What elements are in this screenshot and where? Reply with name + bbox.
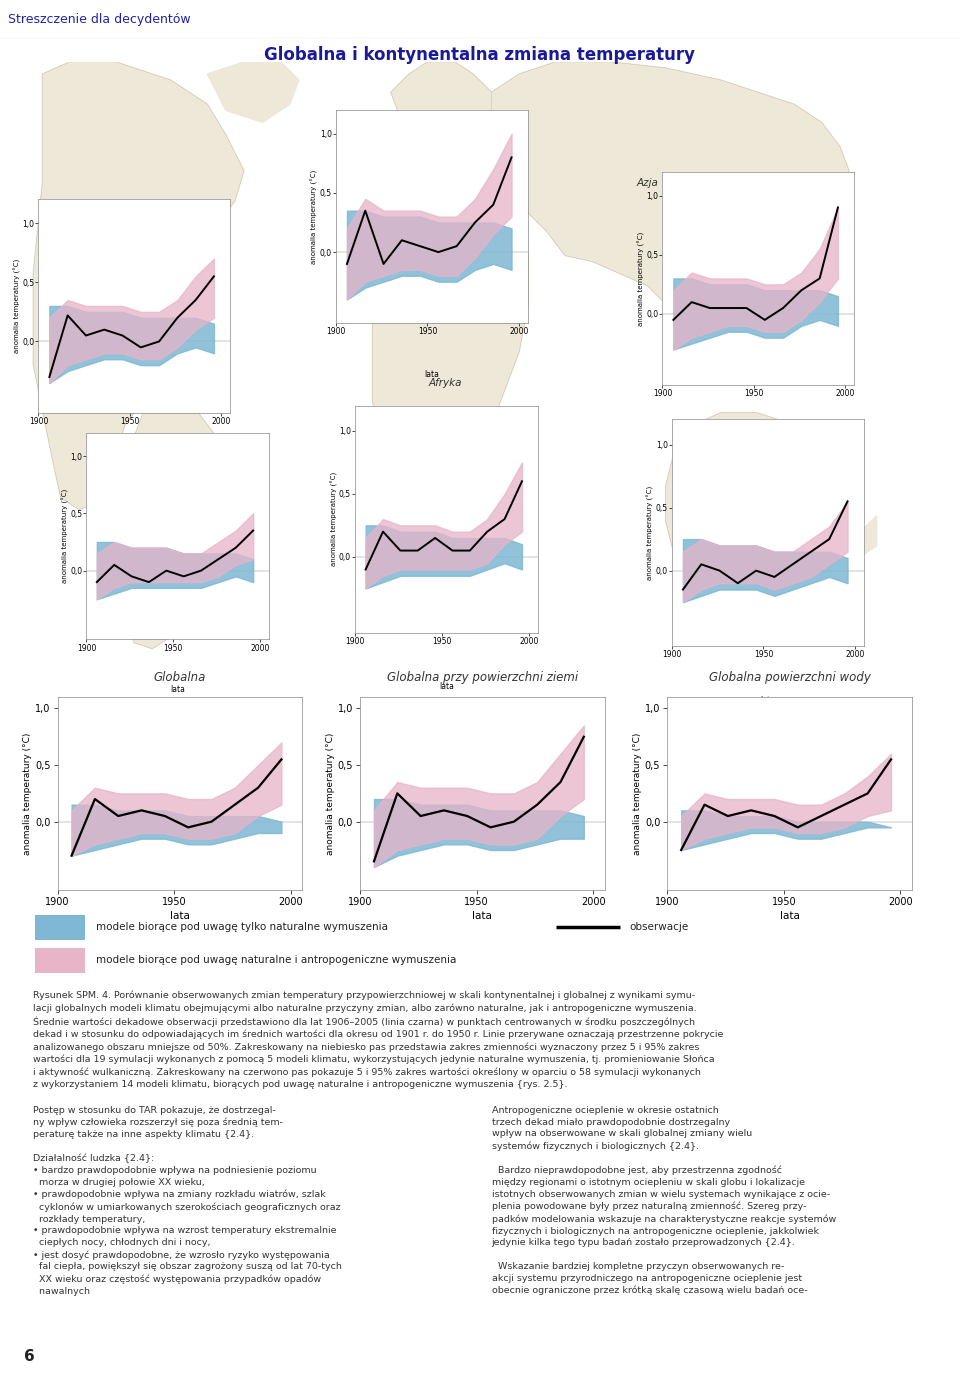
Text: Globalna i kontynentalna zmiana temperatury: Globalna i kontynentalna zmiana temperat… — [265, 45, 695, 65]
Text: obserwacje: obserwacje — [629, 923, 688, 932]
Text: Antropogeniczne ocieplenie w okresie ostatnich
trzech dekad miało prawdopodobnie: Antropogeniczne ocieplenie w okresie ost… — [492, 1106, 836, 1295]
Text: Streszczenie dla decydentów: Streszczenie dla decydentów — [8, 12, 190, 26]
Text: Globalna powierzchni wody: Globalna powierzchni wody — [708, 671, 871, 683]
X-axis label: lata: lata — [170, 910, 190, 921]
Y-axis label: anomalia temperatury (°C): anomalia temperatury (°C) — [637, 231, 645, 326]
Text: Globalna przy powierzchni ziemi: Globalna przy powierzchni ziemi — [387, 671, 578, 683]
Text: modele biorące pod uwagę naturalne i antropogeniczne wymuszenia: modele biorące pod uwagę naturalne i ant… — [95, 956, 456, 965]
Y-axis label: anomalia temperatury (°C): anomalia temperatury (°C) — [647, 485, 655, 580]
Text: lata: lata — [751, 432, 766, 441]
Y-axis label: anomalia temperatury (°C): anomalia temperatury (°C) — [13, 258, 21, 353]
Y-axis label: anomalia temperatury (°C): anomalia temperatury (°C) — [23, 732, 33, 854]
Polygon shape — [372, 158, 528, 588]
Text: lata: lata — [424, 370, 440, 380]
Polygon shape — [858, 516, 876, 558]
Polygon shape — [482, 62, 849, 334]
Text: Europa: Europa — [409, 147, 445, 158]
Y-axis label: anomalia temperatury (°C): anomalia temperatury (°C) — [311, 169, 319, 264]
Polygon shape — [391, 62, 501, 170]
Polygon shape — [207, 62, 299, 122]
X-axis label: lata: lata — [780, 910, 800, 921]
Y-axis label: anomalia temperatury (°C): anomalia temperatury (°C) — [325, 732, 335, 854]
Polygon shape — [665, 412, 830, 594]
Polygon shape — [116, 400, 226, 649]
Text: modele biorące pod uwagę tylko naturalne wymuszenia: modele biorące pod uwagę tylko naturalne… — [95, 923, 388, 932]
Text: Ameryka Północna: Ameryka Północna — [95, 220, 192, 231]
Bar — [35, 947, 85, 973]
Text: Globalna: Globalna — [154, 671, 206, 683]
Bar — [35, 914, 85, 940]
Text: Rysunek SPM. 4. Porównanie obserwowanych zmian temperatury przypowierzchniowej w: Rysunek SPM. 4. Porównanie obserwowanych… — [34, 991, 724, 1089]
Y-axis label: anomalia temperatury (°C): anomalia temperatury (°C) — [330, 472, 338, 566]
Text: lata: lata — [127, 459, 142, 469]
Text: Postęp w stosunku do TAR pokazuje, że dostrzegal-
ny wpływ człowieka rozszerzył : Postęp w stosunku do TAR pokazuje, że do… — [34, 1106, 342, 1295]
Text: lata: lata — [439, 682, 454, 692]
Y-axis label: anomalia temperatury (°C): anomalia temperatury (°C) — [633, 732, 642, 854]
Text: lata: lata — [170, 685, 185, 694]
Text: lata: lata — [760, 696, 776, 705]
X-axis label: lata: lata — [472, 910, 492, 921]
Text: Australia: Australia — [716, 510, 762, 521]
Text: Afryka: Afryka — [429, 378, 463, 388]
Y-axis label: anomalia temperatury (°C): anomalia temperatury (°C) — [61, 490, 69, 583]
Text: Ameryka
Południowa: Ameryka Południowa — [159, 444, 219, 466]
Text: 6: 6 — [24, 1349, 35, 1364]
Polygon shape — [34, 62, 244, 510]
Text: Azja: Azja — [636, 177, 659, 188]
